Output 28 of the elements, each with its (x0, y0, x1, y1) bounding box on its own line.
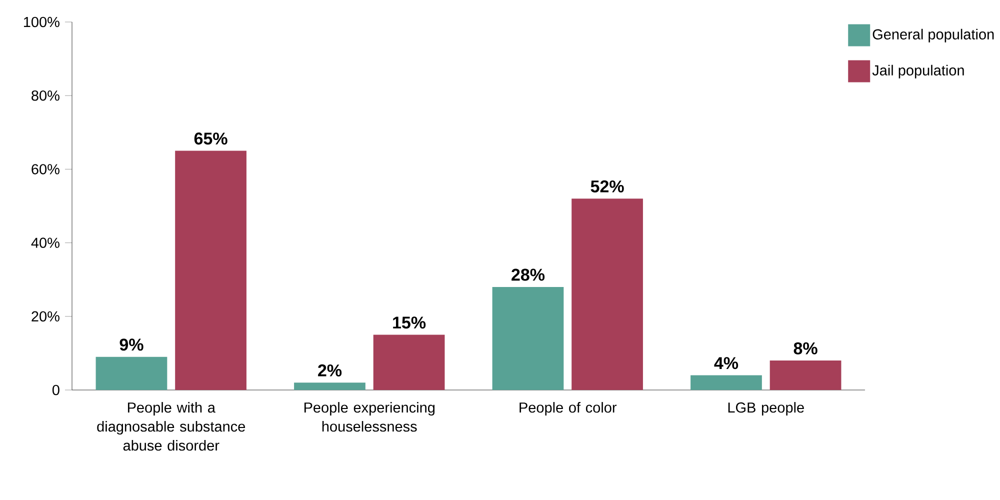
y-tick-label: 0 (52, 384, 60, 396)
data-label: 28% (512, 268, 545, 281)
y-tick-label: 80% (32, 90, 60, 101)
data-label: 65% (194, 132, 228, 145)
bar (294, 382, 366, 390)
legend-label: General population (872, 28, 994, 42)
y-tick-label: 100% (24, 16, 60, 28)
data-label: 8% (794, 342, 818, 354)
bar (690, 375, 762, 390)
bar (572, 198, 643, 390)
data-label: 2% (318, 364, 342, 376)
bar (96, 356, 168, 390)
x-tick-label: People experiencing houselessness (304, 402, 435, 432)
data-label: 4% (714, 357, 738, 370)
x-tick-label: LGB people (728, 402, 804, 416)
data-label: 52% (590, 180, 624, 192)
data-label: 9% (120, 338, 144, 351)
data-label: 15% (393, 316, 426, 329)
y-tick-label: 40% (31, 238, 60, 248)
x-tick-label: People with a diagnosable substance abuse disorder (97, 402, 246, 451)
bar (373, 334, 445, 390)
y-tick-label: 60% (32, 164, 60, 174)
y-tick-label: 20% (32, 311, 60, 322)
bar (492, 286, 564, 390)
bar (175, 150, 246, 390)
x-tick-label: People of color (520, 402, 617, 416)
legend-label: Jail population (872, 64, 964, 78)
bar (770, 360, 842, 390)
